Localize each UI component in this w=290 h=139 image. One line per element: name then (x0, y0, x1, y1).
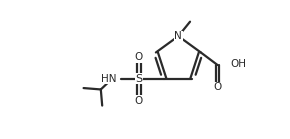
Text: O: O (213, 82, 222, 92)
Text: O: O (135, 52, 143, 62)
Text: OH: OH (230, 59, 246, 69)
Text: N: N (175, 31, 182, 41)
Text: HN: HN (101, 74, 117, 84)
Text: S: S (135, 74, 142, 84)
Text: O: O (135, 96, 143, 106)
